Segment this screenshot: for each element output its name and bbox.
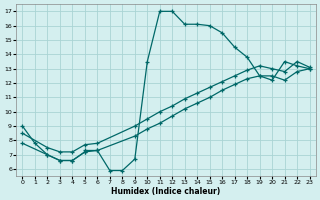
X-axis label: Humidex (Indice chaleur): Humidex (Indice chaleur) xyxy=(111,187,221,196)
